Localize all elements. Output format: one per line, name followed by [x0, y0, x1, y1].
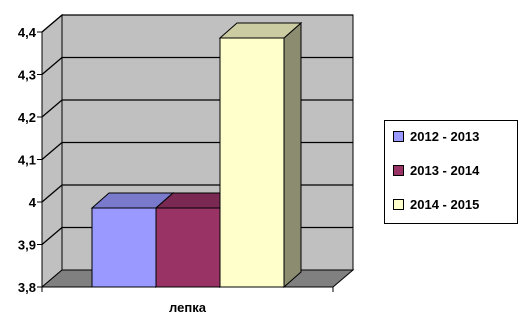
bar-2012 - 2013	[91, 207, 157, 288]
y-tick-label: 4,2	[18, 110, 36, 125]
legend-swatch-2014-2015	[393, 199, 404, 210]
y-tick-label: 3,9	[18, 238, 36, 253]
y-tick-label: 4,3	[18, 68, 36, 83]
gridline	[41, 14, 353, 33]
bar-top-2	[218, 22, 303, 39]
y-tick-label: 4	[29, 195, 37, 210]
legend-label-2013-2014: 2013 - 2014	[410, 163, 480, 178]
x-category-label: лепка	[169, 300, 207, 315]
legend-swatch-2012-2013	[393, 131, 404, 142]
y-tick-label: 4,4	[18, 25, 37, 40]
bar-2013 - 2014	[155, 207, 221, 288]
legend-swatch-2013-2014	[393, 165, 404, 176]
legend-item-2012-2013: 2012 - 2013	[393, 129, 479, 144]
legend-item-2013-2014: 2013 - 2014	[393, 163, 479, 178]
y-tick-label: 3,8	[18, 280, 36, 295]
bar-2014 - 2015	[219, 37, 285, 288]
bar-side-2	[283, 21, 302, 289]
legend-label-2014-2015: 2014 - 2015	[410, 197, 480, 212]
legend: 2012 - 2013 2013 - 2014 2014 - 2015	[384, 120, 518, 224]
legend-label-2012-2013: 2012 - 2013	[410, 129, 480, 144]
y-tick-label: 4,1	[18, 153, 36, 168]
legend-item-2014-2015: 2014 - 2015	[393, 197, 479, 212]
